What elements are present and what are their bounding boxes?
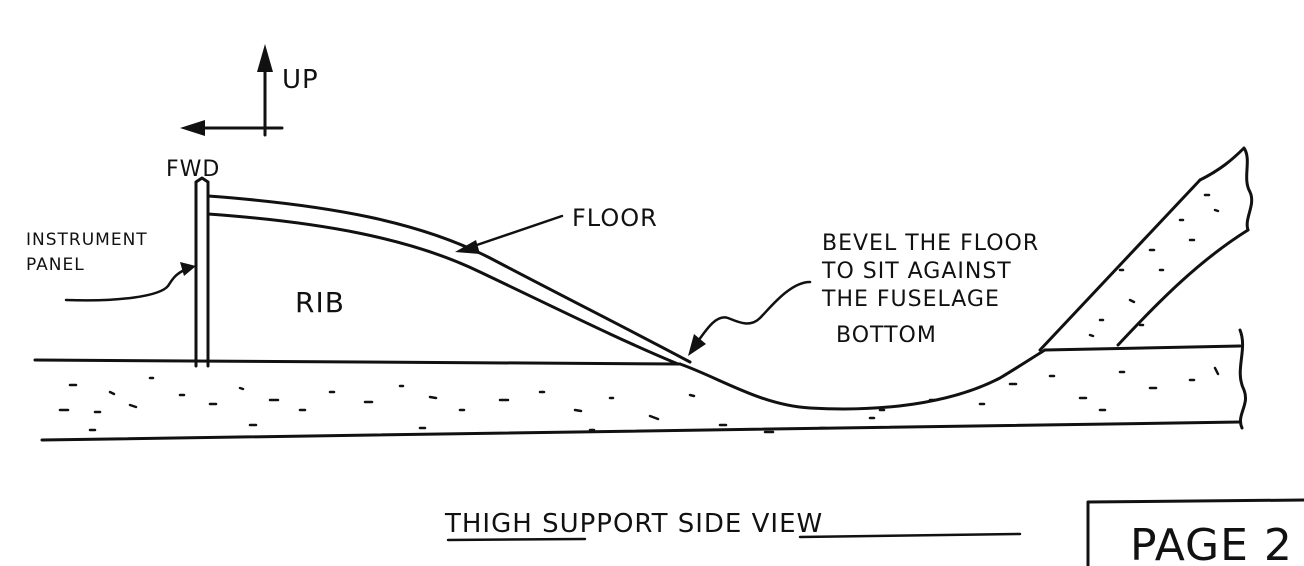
floor-top-edge [206,194,692,364]
bevel-callout: BEVEL THE FLOOR TO SIT AGAINST THE FUSEL… [688,231,1039,356]
bevel-note-line2: TO SIT AGAINST [821,259,1012,284]
rib-label: RIB [295,286,345,319]
floor-bottom-edge [206,212,680,366]
forward-arrow-head [180,120,205,136]
up-label: UP [282,65,319,95]
up-arrow-head [257,44,273,72]
instrument-panel-leader-head [180,262,196,276]
thigh-support-board [1038,146,1254,352]
bevel-leader-head [688,334,706,356]
fuselage-bottom-line [40,420,1242,442]
instrument-panel-leader [64,266,192,302]
direction-indicator: UP FWD [166,44,319,182]
bevel-leader [694,280,812,346]
fwd-label: FWD [166,157,220,182]
fuselage-bottom [33,328,1247,442]
page-number-box: PAGE 2 [1086,498,1304,566]
fuselage-curve [678,348,1047,411]
board-lower-edge [1038,178,1202,352]
instrument-panel-label-line1: INSTRUMENT [26,230,148,250]
instrument-panel-board [194,176,210,368]
floor-leader-head [455,240,480,254]
instrument-panel-label-line2: PANEL [26,255,85,275]
board-break-line [1198,146,1254,232]
caption-underline [446,532,1022,542]
fuselage-top-line-left [33,358,682,366]
floor-label: FLOOR [572,204,658,232]
bevel-note-line3: THE FUSELAGE [821,287,1000,312]
caption: THIGH SUPPORT SIDE VIEW [444,509,1022,542]
floor-leader [466,214,564,250]
page-box-border [1086,498,1304,566]
bevel-note-line1: BEVEL THE FLOOR [822,231,1039,256]
floor-assembly: RIB FLOOR [206,194,692,366]
fuselage-break-line [1238,328,1247,430]
diagram-caption: THIGH SUPPORT SIDE VIEW [444,509,823,539]
page-label: PAGE 2 [1130,520,1293,566]
bevel-note-line4: BOTTOM [836,323,937,348]
instrument-panel: INSTRUMENT PANEL [26,176,210,368]
board-speckle [1088,193,1220,338]
fuselage-top-line-right [1043,344,1242,352]
fuselage-speckle [58,366,1220,434]
board-upper-edge [1116,228,1250,347]
